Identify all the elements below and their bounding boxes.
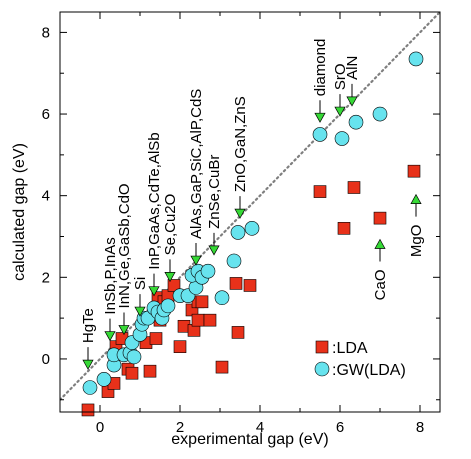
y-tick-label: 4: [42, 188, 50, 205]
annotation-label: MgO: [408, 225, 425, 258]
arrow-head: [374, 238, 386, 249]
annotation: Si: [132, 277, 149, 317]
data-point: [313, 185, 327, 198]
annotation-label: AlN: [344, 56, 361, 80]
series-gw: [82, 51, 424, 395]
data-point: [334, 131, 350, 146]
x-tick-label: 8: [416, 419, 424, 436]
y-tick-label: 6: [42, 106, 50, 123]
annotation-label: InP,GaAs,CdTe,AlSb: [146, 132, 163, 269]
annotation-label: InSb,P,InAs: [102, 237, 119, 314]
arrow-head: [164, 272, 176, 283]
data-point: [203, 313, 217, 327]
data-point: [191, 313, 205, 327]
annotation-label: ZnSe,CuBr: [206, 155, 223, 229]
data-point: [226, 253, 242, 269]
arrow-head: [190, 255, 202, 266]
data-point: [244, 221, 260, 236]
legend-label: :GW(LDA): [332, 362, 406, 379]
data-point: [230, 225, 246, 240]
annotation-label: Se,Cu2O: [162, 194, 179, 256]
data-point: [215, 360, 229, 374]
annotation-label: SrO: [332, 63, 349, 90]
annotation-label: diamond: [312, 39, 329, 97]
data-point: [372, 106, 388, 122]
data-point: [348, 114, 364, 130]
annotation: Se,Cu2O: [162, 194, 179, 283]
data-point: [200, 263, 216, 279]
annotation-label: HgTe: [80, 308, 97, 343]
data-point: [125, 366, 139, 380]
x-axis-title: experimental gap (eV): [171, 431, 328, 448]
annotation: SrO: [332, 63, 349, 117]
data-point: [214, 290, 230, 306]
legend: :LDA :GW(LDA): [314, 340, 406, 379]
x-tick-label: 0: [96, 419, 104, 436]
y-tick-label: 0: [42, 351, 50, 368]
y-tick-label: 2: [42, 269, 50, 286]
arrow-head: [410, 193, 422, 204]
annotation: ZnO,GaN,ZnS: [232, 96, 249, 219]
arrow-head: [82, 359, 94, 370]
annotation: MgO: [408, 193, 425, 258]
annotation: InN,Ge,GaSb,CdO: [116, 183, 133, 336]
data-point: [373, 211, 387, 225]
arrow-head: [334, 106, 346, 117]
x-tick-label: 2: [176, 419, 184, 436]
annotation: AlN: [344, 56, 361, 107]
data-point: [82, 380, 98, 395]
annotation-label: AlAs,GaP,SiC,AlP,CdS: [188, 89, 205, 239]
data-point: [195, 295, 209, 309]
arrow-head: [314, 112, 326, 123]
annotation: CaO: [372, 238, 389, 300]
legend-marker-circle: [314, 361, 330, 377]
data-point: [126, 349, 142, 365]
arrow-head: [134, 306, 146, 317]
annotation-label: Si: [132, 277, 149, 290]
annotation: InSb,P,InAs: [102, 237, 119, 342]
data-point: [143, 364, 157, 378]
plot-frame: [59, 11, 441, 413]
data-point: [243, 279, 257, 292]
arrow-head: [234, 208, 246, 219]
data-point: [81, 403, 95, 417]
annotation-label: ZnO,GaN,ZnS: [232, 96, 249, 192]
data-point: [347, 181, 361, 194]
data-point: [167, 279, 181, 292]
data-point: [312, 127, 328, 142]
data-point: [231, 326, 245, 339]
annotation-label: InN,Ge,GaSb,CdO: [116, 183, 133, 308]
data-point: [229, 277, 243, 290]
annotation: InP,GaAs,CdTe,AlSb: [146, 132, 163, 297]
data-point: [96, 372, 112, 387]
x-tick-label: 6: [336, 419, 344, 436]
y-axis-title: calculated gap (eV): [11, 143, 28, 281]
arrow-head: [118, 325, 130, 336]
annotation: HgTe: [80, 308, 97, 370]
data-point: [149, 332, 163, 345]
data-point: [160, 298, 176, 314]
legend-marker-square: [315, 340, 329, 354]
arrow-head: [208, 245, 220, 256]
legend-label: :LDA: [332, 340, 368, 357]
arrow-head: [104, 331, 116, 342]
arrow-head: [148, 286, 160, 297]
y-tick-label: 8: [42, 24, 50, 41]
data-point: [407, 164, 421, 178]
annotation: AlAs,GaP,SiC,AlP,CdS: [188, 89, 205, 266]
annotation: ZnSe,CuBr: [206, 155, 223, 256]
data-point: [408, 51, 424, 67]
data-point: [173, 340, 187, 353]
annotation: diamond: [312, 39, 329, 123]
data-point: [337, 222, 351, 235]
arrow-head: [346, 96, 358, 107]
annotation-label: CaO: [372, 269, 389, 300]
x-tick-label: 4: [256, 419, 264, 436]
